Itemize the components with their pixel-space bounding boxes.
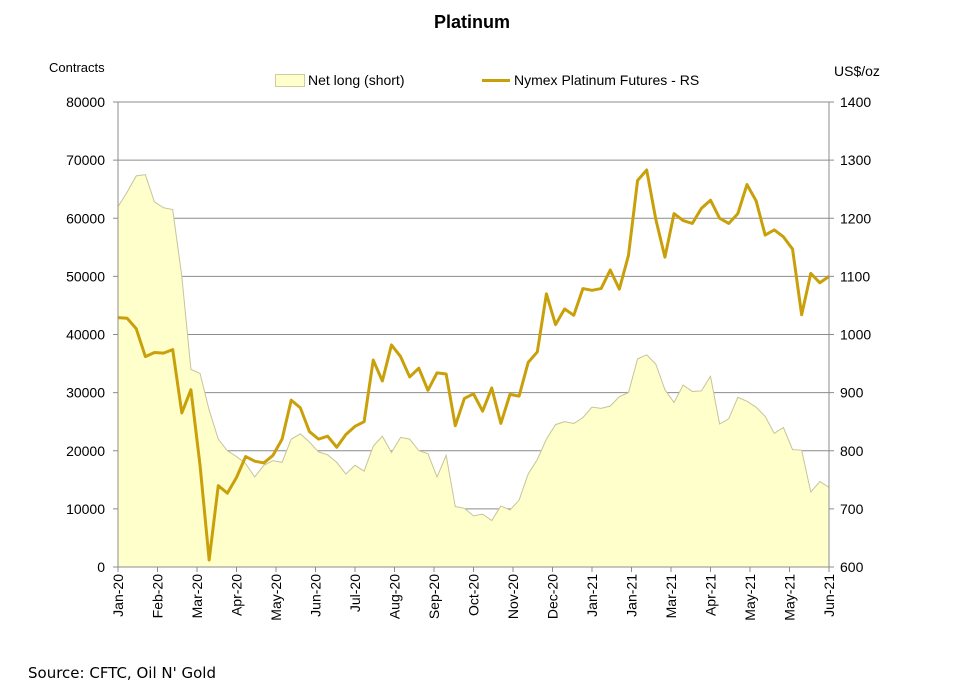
left-tick-label: 0 — [97, 559, 105, 575]
right-tick-label: 1400 — [840, 94, 871, 110]
x-tick-label: Jul-20 — [347, 574, 363, 612]
x-tick-label: Mar-21 — [663, 574, 679, 619]
x-tick-label: Jan-21 — [624, 574, 640, 617]
left-axis-unit: Contracts — [49, 60, 105, 75]
line-series — [117, 168, 830, 562]
x-tick-label: May-21 — [782, 574, 798, 621]
x-tick-label: Oct-20 — [466, 574, 482, 616]
area-series — [117, 174, 830, 568]
left-tick-label: 40000 — [66, 327, 105, 343]
legend-swatch-line — [482, 78, 510, 82]
x-tick-label: Jun-21 — [821, 574, 837, 617]
legend-label-net-long: Net long (short) — [308, 72, 405, 88]
x-tick-label: Apr-21 — [703, 574, 719, 616]
right-axis: 600 700 800 900 1000 1100 1200 1300 1400 — [829, 94, 871, 575]
left-tick-label: 10000 — [66, 501, 105, 517]
left-tick-label: 70000 — [66, 152, 105, 168]
x-tick-label: May-21 — [742, 574, 758, 621]
platinum-futures-line — [117, 168, 830, 562]
x-tick-label: Sep-20 — [426, 574, 442, 619]
x-tick-label: May-20 — [268, 574, 284, 621]
x-tick-label: Jan-21 — [584, 574, 600, 617]
x-tick-label: Nov-20 — [505, 574, 521, 619]
x-tick-label: Feb-20 — [150, 574, 166, 619]
x-tick-label: Jun-20 — [308, 574, 324, 617]
right-tick-label: 600 — [840, 559, 864, 575]
x-axis: Jan-20 Feb-20 Mar-20 Apr-20 May-20 Jun-20 Jul-… — [110, 567, 837, 621]
left-tick-label: 80000 — [66, 94, 105, 110]
right-tick-label: 1100 — [840, 268, 870, 284]
left-axis: 0 10000 20000 30000 40000 50000 60000 70000 8000… — [66, 94, 118, 575]
right-tick-label: 800 — [840, 443, 864, 459]
right-tick-label: 1000 — [840, 327, 871, 343]
chart-title: Platinum — [433, 12, 510, 32]
x-tick-label: Mar-20 — [189, 574, 205, 619]
source-note: Source: CFTC, Oil N' Gold — [28, 664, 216, 682]
right-tick-label: 700 — [840, 501, 864, 517]
legend-item-platinum-futures: Nymex Platinum Futures - RS — [482, 72, 699, 88]
x-tick-label: Jan-20 — [110, 574, 126, 617]
legend-item-net-long: Net long (short) — [275, 72, 404, 88]
legend-label-platinum-futures: Nymex Platinum Futures - RS — [514, 72, 700, 88]
right-tick-label: 1200 — [840, 210, 871, 226]
legend-swatch-area — [275, 73, 305, 87]
left-tick-label: 20000 — [66, 443, 105, 459]
net-long-area — [117, 174, 830, 568]
x-tick-label: Dec-20 — [545, 574, 561, 619]
right-axis-unit: US$/oz — [834, 63, 880, 79]
right-tick-label: 900 — [840, 385, 864, 401]
left-tick-label: 30000 — [66, 385, 105, 401]
left-tick-label: 60000 — [66, 210, 105, 226]
right-tick-label: 1300 — [840, 152, 871, 168]
x-tick-label: Aug-20 — [387, 574, 403, 619]
x-tick-label: Apr-20 — [229, 574, 245, 616]
left-tick-label: 50000 — [66, 268, 105, 284]
